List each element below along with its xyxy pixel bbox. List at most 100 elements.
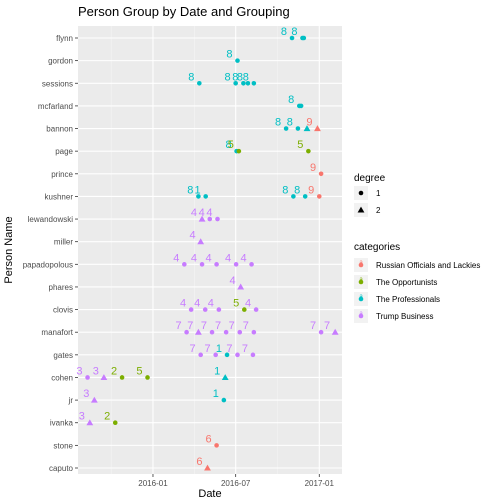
point-label: 6: [205, 433, 211, 445]
data-point: [197, 80, 202, 86]
point-label: 4: [230, 275, 236, 287]
point-label: 8: [232, 71, 238, 83]
point-label: 1: [214, 365, 220, 377]
data-point: [195, 328, 202, 335]
degree-legend: degree 1 2: [354, 173, 386, 217]
point-label: 2: [111, 365, 117, 377]
data-point: [331, 328, 339, 335]
point-label: 4: [191, 207, 197, 219]
point-label: 6: [196, 456, 202, 468]
point-label: 4: [205, 252, 211, 264]
point-label: 7: [226, 343, 232, 355]
point-label: 8: [288, 94, 294, 106]
data-point: [119, 375, 125, 380]
data-point: [251, 80, 257, 86]
data-point: [301, 35, 307, 41]
y-tick-label: sessions: [42, 79, 73, 88]
legend-key-letter: a: [359, 277, 363, 283]
legend-entry-label: 2: [376, 206, 381, 215]
y-tick-label: miller: [54, 238, 73, 247]
point-label: 8: [243, 71, 249, 83]
x-tick-label: 2016-07: [221, 479, 251, 488]
data-point: [291, 194, 296, 199]
data-point: [318, 171, 324, 177]
data-point: [199, 262, 205, 267]
data-point: [202, 307, 208, 312]
point-label: 8: [294, 184, 300, 196]
degree-legend-title: degree: [354, 173, 386, 184]
point-label: 4: [173, 252, 179, 264]
legend-key-circle: [358, 190, 364, 196]
point-label: 9: [310, 162, 316, 174]
data-point: [241, 80, 246, 86]
data-point: [237, 283, 245, 290]
data-point: [249, 262, 254, 267]
legend-key-letter: a: [359, 311, 363, 317]
y-tick-label: flynn: [56, 34, 73, 43]
data-point: [215, 216, 220, 222]
data-point: [216, 307, 222, 312]
point-label: 9: [306, 117, 312, 129]
data-points: [85, 35, 339, 471]
y-tick-label: cohen: [51, 373, 73, 382]
data-point: [221, 397, 227, 403]
categories-legend: categories a Russian Officials and Lackie…: [354, 242, 480, 323]
x-tick-label: 2017-01: [305, 479, 335, 488]
point-label: 7: [229, 320, 235, 332]
point-label: 1: [195, 184, 201, 196]
data-point: [214, 443, 219, 448]
data-point: [289, 35, 295, 41]
data-point: [196, 194, 201, 199]
data-point: [314, 125, 321, 132]
point-label: 2: [104, 411, 110, 423]
legend-key-marker: [358, 296, 364, 302]
data-point: [233, 80, 238, 86]
point-label: 8: [225, 71, 231, 83]
point-label: 8: [282, 184, 288, 196]
x-axis-title: Date: [198, 488, 221, 500]
legend-key-letter: a: [359, 294, 363, 300]
legend-key-marker: [358, 313, 364, 319]
point-label: 7: [205, 343, 211, 355]
data-point: [306, 148, 311, 154]
point-label: 8: [237, 71, 243, 83]
point-label: 3: [93, 365, 99, 377]
data-point: [214, 262, 219, 267]
point-label: 4: [199, 207, 205, 219]
data-point: [198, 352, 203, 358]
point-label: 4: [240, 252, 246, 264]
data-point: [203, 194, 208, 199]
point-label: 8: [187, 184, 193, 196]
data-point: [283, 126, 289, 131]
point-label: 3: [79, 411, 85, 423]
data-point: [86, 419, 94, 426]
point-label: 9: [308, 184, 314, 196]
point-label: 4: [194, 298, 200, 310]
point-label: 4: [245, 298, 251, 310]
point-label: 4: [208, 298, 214, 310]
y-tick-label: manafort: [41, 328, 73, 337]
data-point: [184, 329, 189, 335]
data-point: [100, 374, 108, 381]
point-label: 7: [324, 320, 330, 332]
data-point: [207, 216, 213, 222]
categories-legend-title: categories: [354, 242, 400, 253]
point-label: 5: [233, 298, 239, 310]
point-label: 7: [243, 320, 249, 332]
point-label: 7: [187, 320, 193, 332]
legend-key-marker: [358, 262, 364, 268]
point-label: 4: [225, 252, 231, 264]
data-point: [250, 352, 256, 358]
data-point: [245, 80, 251, 86]
point-label: 7: [201, 320, 207, 332]
point-label: 4: [191, 252, 197, 264]
data-point: [213, 352, 218, 358]
point-label: 4: [180, 298, 186, 310]
legend-entry-label: Trump Business: [376, 312, 434, 321]
data-point: [295, 126, 301, 131]
legend-key-triangle: [357, 206, 365, 213]
data-point: [204, 464, 211, 471]
x-gridlines: [110, 26, 320, 474]
data-point: [298, 103, 304, 109]
point-label: 5: [228, 139, 234, 151]
